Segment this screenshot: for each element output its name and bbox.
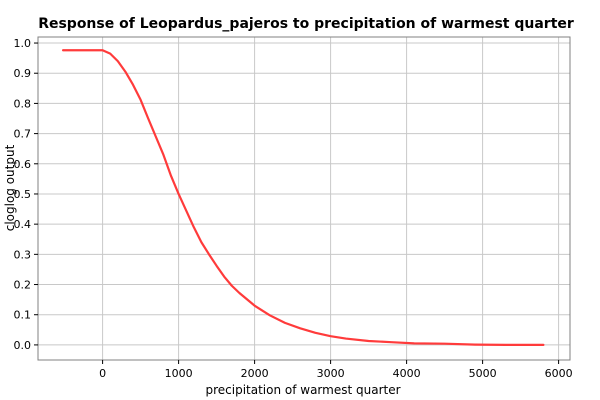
x-tick-label: 1000 [165,367,193,380]
x-tick-label: 2000 [241,367,269,380]
y-tick-label: 0.7 [14,128,32,141]
grid [38,37,570,360]
x-tick-label: 5000 [469,367,497,380]
y-tick-label: 0.5 [14,188,32,201]
plot-frame [37,36,571,361]
y-tick-label: 0.8 [14,97,32,110]
axis-ticks: 0 1000 2000 3000 4000 5000 6000 0.0 0.1 0.2 0.3 0.4… [14,37,573,380]
y-tick-label: 0.0 [14,339,32,352]
y-tick-label: 0.3 [14,248,32,261]
x-tick-label: 6000 [545,367,573,380]
y-axis-label: cloglog output [3,144,17,231]
response-curve [61,49,545,347]
x-tick-label: 0 [99,367,106,380]
y-tick-label: 0.9 [14,67,32,80]
y-tick-label: 0.4 [14,218,32,231]
x-axis-label: precipitation of warmest quarter [205,383,400,397]
y-tick-label: 0.2 [14,279,32,292]
series-layer [61,49,545,347]
x-tick-label: 3000 [317,367,345,380]
chart-title: Response of Leopardus_pajeros to precipi… [38,16,574,32]
y-tick-label: 1.0 [14,37,32,50]
y-tick-label: 0.6 [14,158,32,171]
x-tick-label: 4000 [393,367,421,380]
y-tick-label: 0.1 [14,309,32,322]
